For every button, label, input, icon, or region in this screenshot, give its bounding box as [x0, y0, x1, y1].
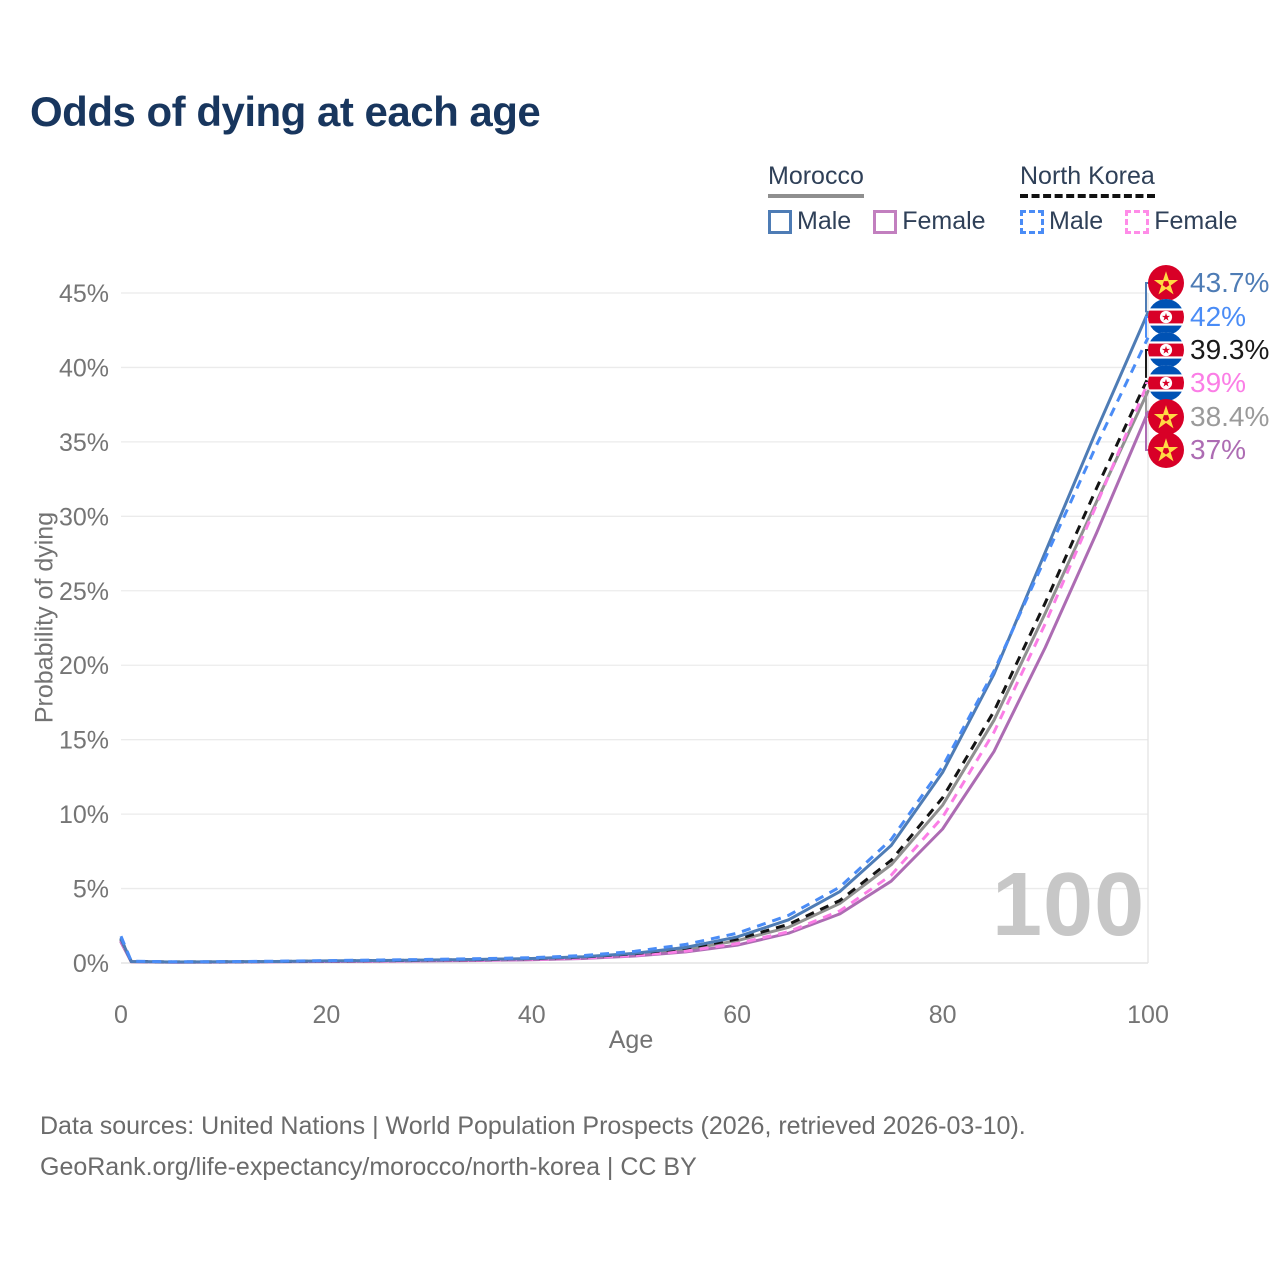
- age-watermark: 100: [992, 855, 1146, 955]
- end-label-value: 37%: [1190, 434, 1247, 465]
- end-label-morocco-both: 38.4%: [1148, 399, 1269, 435]
- legend-label-morocco-male: Male: [797, 207, 852, 235]
- y-tick-label: 20%: [59, 652, 109, 680]
- legend-group-morocco: Morocco Male Female: [768, 162, 986, 236]
- legend-swatch-north-korea-female[interactable]: [1125, 209, 1150, 234]
- end-label-morocco-male: 43.7%: [1148, 265, 1269, 301]
- end-label-value: 43.7%: [1190, 267, 1270, 298]
- page-title: Odds of dying at each age: [30, 88, 541, 135]
- legend-label-morocco-female: Female: [902, 207, 986, 235]
- end-label-value: 38.4%: [1190, 401, 1270, 432]
- legend-items-morocco: Male Female: [768, 207, 986, 236]
- y-tick-label: 35%: [59, 429, 109, 457]
- end-label-morocco-female: 37%: [1148, 432, 1246, 468]
- x-tick-label: 20: [312, 1001, 340, 1029]
- end-label-value: 39%: [1190, 367, 1247, 398]
- legend-swatch-morocco-female[interactable]: [873, 209, 898, 234]
- legend-header-north-korea: North Korea: [1020, 162, 1155, 198]
- morocco-flag-icon: [1148, 265, 1184, 301]
- legend-items-north-korea: Male Female: [1020, 207, 1238, 236]
- end-label-value: 42%: [1190, 301, 1247, 332]
- north-korea-flag-icon: [1148, 332, 1184, 368]
- plot-canvas: 0% 5% 10% 15% 20% 25% 30% 35% 40% 45% 0 20 40 60 80 100: [59, 280, 1169, 1029]
- end-label-north-korea-female: 39%: [1148, 365, 1246, 401]
- x-tick-label: 60: [723, 1001, 751, 1029]
- y-tick-label: 5%: [73, 876, 109, 904]
- morocco-flag-icon: [1148, 399, 1184, 435]
- y-tick-label: 30%: [59, 503, 109, 531]
- y-tick-label: 15%: [59, 727, 109, 755]
- north-korea-flag-icon: [1148, 365, 1184, 401]
- footer-line-2: GeoRank.org/life-expectancy/morocco/nort…: [40, 1153, 697, 1181]
- end-label-north-korea-male: 42%: [1148, 299, 1246, 335]
- end-label-north-korea-both: 39.3%: [1148, 332, 1269, 368]
- y-tick-label: 45%: [59, 280, 109, 308]
- legend-item-morocco-female[interactable]: Female: [873, 207, 986, 236]
- y-tick-label: 0%: [73, 950, 109, 978]
- legend-label-north-korea-male: Male: [1049, 207, 1104, 235]
- legend-item-north-korea-male[interactable]: Male: [1020, 207, 1103, 236]
- footer-line-1: Data sources: United Nations | World Pop…: [40, 1112, 1026, 1140]
- north-korea-flag-icon: [1148, 299, 1184, 335]
- series-line-north-korea-male: [119, 337, 1150, 964]
- legend-swatch-morocco-male[interactable]: [768, 209, 792, 234]
- x-tick-label: 0: [114, 1001, 128, 1029]
- legend-group-north-korea: North Korea Male Female: [1020, 162, 1238, 236]
- x-tick-label: 40: [518, 1001, 546, 1029]
- y-tick-label: 40%: [59, 354, 109, 382]
- legend-label-north-korea-female: Female: [1154, 207, 1238, 235]
- morocco-flag-icon: [1148, 432, 1184, 468]
- end-label-value: 39.3%: [1190, 334, 1270, 365]
- data-source-footer: Data sources: United Nations | World Pop…: [40, 1106, 1026, 1188]
- legend-swatch-north-korea-male[interactable]: [1020, 209, 1044, 234]
- legend-header-morocco: Morocco: [768, 162, 864, 198]
- legend-item-north-korea-female[interactable]: Female: [1125, 207, 1238, 236]
- y-axis-title: Probability of dying: [30, 511, 59, 724]
- x-tick-label: 100: [1127, 1001, 1169, 1029]
- y-tick-label: 25%: [59, 578, 109, 606]
- x-tick-label: 80: [929, 1001, 957, 1029]
- y-tick-label: 10%: [59, 801, 109, 829]
- x-axis-title: Age: [608, 1026, 654, 1054]
- legend-item-morocco-male[interactable]: Male: [768, 207, 851, 236]
